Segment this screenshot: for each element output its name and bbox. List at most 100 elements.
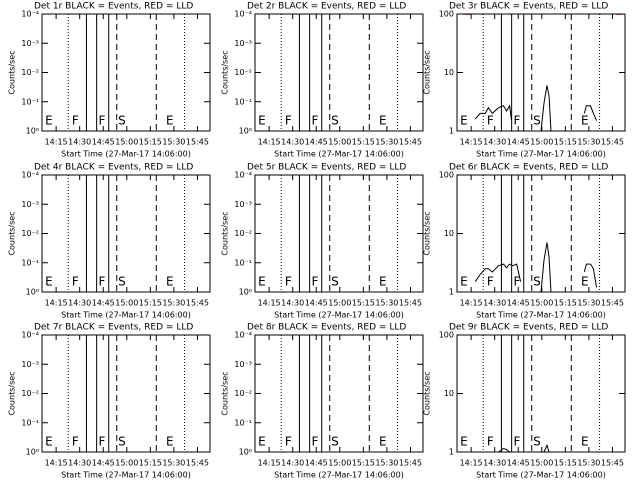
x-tick-label: 14:15: [45, 459, 68, 468]
panel-title: Det 4r BLACK = Events, RED = LLD: [34, 163, 193, 173]
x-tick-label: 14:30: [281, 299, 304, 308]
panel-title: Det 6r BLACK = Events, RED = LLD: [449, 163, 608, 173]
y-tick-label: 100: [439, 171, 454, 180]
region-label: F: [99, 114, 106, 128]
x-tick-label: 15:30: [577, 299, 600, 308]
data-line: [474, 242, 598, 292]
x-tick-label: 14:45: [92, 459, 115, 468]
region-label: F: [514, 275, 521, 289]
y-tick-label: 10⁰: [239, 288, 252, 297]
y-tick-label: 10⁻¹: [21, 258, 39, 267]
x-tick-label: 15:30: [375, 138, 398, 147]
y-tick-label: 10⁻¹: [234, 258, 252, 267]
plot-frame: [41, 334, 211, 453]
panel-title: Det 7r BLACK = Events, RED = LLD: [34, 323, 193, 333]
x-tick-label: 14:30: [483, 299, 506, 308]
x-tick-label: 15:30: [375, 299, 398, 308]
x-tick-label: 15:15: [139, 299, 162, 308]
panel-title: Det 9r BLACK = Events, RED = LLD: [449, 323, 608, 333]
x-tick-label: 14:15: [45, 299, 68, 308]
plot-frame: [456, 13, 626, 132]
panel-title: Det 2r BLACK = Events, RED = LLD: [247, 2, 406, 12]
region-label: F: [312, 114, 319, 128]
y-tick-label: 10⁻³: [21, 39, 39, 48]
x-tick-label: 15:00: [530, 138, 553, 147]
x-tick-label: 15:00: [530, 459, 553, 468]
y-tick-label: 10⁻²: [234, 229, 252, 238]
x-tick-label: 14:45: [507, 459, 530, 468]
x-tick-label: 15:15: [554, 459, 577, 468]
y-tick-label: 100: [439, 10, 454, 19]
region-label: E: [45, 114, 53, 128]
region-label: E: [45, 275, 53, 289]
region-label: F: [285, 435, 292, 449]
x-tick-label: 15:30: [162, 299, 185, 308]
x-tick-label: 14:30: [483, 459, 506, 468]
region-label: E: [166, 114, 174, 128]
panel: Det 9r BLACK = Events, RED = LLD Counts/s…: [423, 323, 626, 480]
y-axis-label: Counts/sec: [8, 371, 17, 415]
x-tick-label: 15:15: [139, 138, 162, 147]
region-label: F: [312, 275, 319, 289]
panel-title: Det 1r BLACK = Events, RED = LLD: [34, 2, 193, 12]
x-tick-label: 14:45: [92, 138, 115, 147]
region-label: E: [379, 275, 387, 289]
y-tick-label: 10⁰: [239, 448, 252, 457]
x-tick-label: 15:15: [352, 138, 375, 147]
x-tick-label: 14:30: [281, 459, 304, 468]
x-tick-label: 15:30: [162, 459, 185, 468]
y-axis-label: Counts/sec: [423, 371, 432, 415]
region-label: E: [258, 275, 266, 289]
region-label: S: [533, 275, 541, 289]
y-axis-label: Counts/sec: [8, 211, 17, 255]
x-tick-label: 14:15: [258, 459, 281, 468]
x-tick-label: 15:15: [554, 138, 577, 147]
x-tick-label: 15:45: [399, 459, 422, 468]
y-tick-label: 10⁻⁴: [21, 331, 39, 340]
region-label: S: [533, 435, 541, 449]
x-tick-label: 15:00: [115, 459, 138, 468]
region-label: E: [581, 114, 589, 128]
y-tick-label: 10⁻⁴: [234, 171, 252, 180]
region-label: F: [72, 275, 79, 289]
region-label: F: [487, 275, 494, 289]
y-axis-label: Counts/sec: [221, 211, 230, 255]
panel-title: Det 5r BLACK = Events, RED = LLD: [247, 163, 406, 173]
data-line: [474, 85, 598, 131]
x-tick-label: 15:15: [554, 299, 577, 308]
region-label: S: [118, 435, 126, 449]
region-label: E: [45, 435, 53, 449]
plot-frame: [41, 174, 211, 293]
x-tick-label: 15:45: [399, 138, 422, 147]
region-label: E: [166, 275, 174, 289]
y-tick-label: 1: [449, 448, 454, 457]
x-tick-label: 14:30: [68, 138, 91, 147]
region-label: F: [99, 275, 106, 289]
y-tick-label: 10⁻²: [21, 68, 39, 77]
panel-title: Det 3r BLACK = Events, RED = LLD: [449, 2, 608, 12]
region-label: F: [72, 114, 79, 128]
x-tick-label: 15:00: [328, 459, 351, 468]
y-tick-label: 10⁰: [26, 127, 39, 136]
region-label: F: [514, 435, 521, 449]
panel: Det 6r BLACK = Events, RED = LLD Counts/s…: [423, 163, 626, 320]
x-axis-label: Start Time (27-Mar-17 14:06:00): [274, 150, 404, 159]
panel: Det 8r BLACK = Events, RED = LLD Counts/s…: [221, 323, 424, 480]
y-tick-label: 10⁰: [239, 127, 252, 136]
y-tick-label: 10⁻²: [234, 389, 252, 398]
region-label: F: [487, 435, 494, 449]
y-tick-label: 10: [444, 68, 454, 77]
x-tick-label: 14:45: [305, 299, 328, 308]
x-tick-label: 15:00: [328, 138, 351, 147]
region-label: E: [460, 435, 468, 449]
panel: Det 1r BLACK = Events, RED = LLD Counts/s…: [8, 2, 211, 159]
x-tick-label: 14:30: [68, 459, 91, 468]
panel: Det 2r BLACK = Events, RED = LLD Counts/s…: [221, 2, 424, 159]
x-tick-label: 14:30: [483, 138, 506, 147]
y-tick-label: 1: [449, 288, 454, 297]
x-tick-label: 15:30: [162, 138, 185, 147]
x-tick-label: 15:15: [352, 459, 375, 468]
y-tick-label: 10⁻²: [21, 389, 39, 398]
